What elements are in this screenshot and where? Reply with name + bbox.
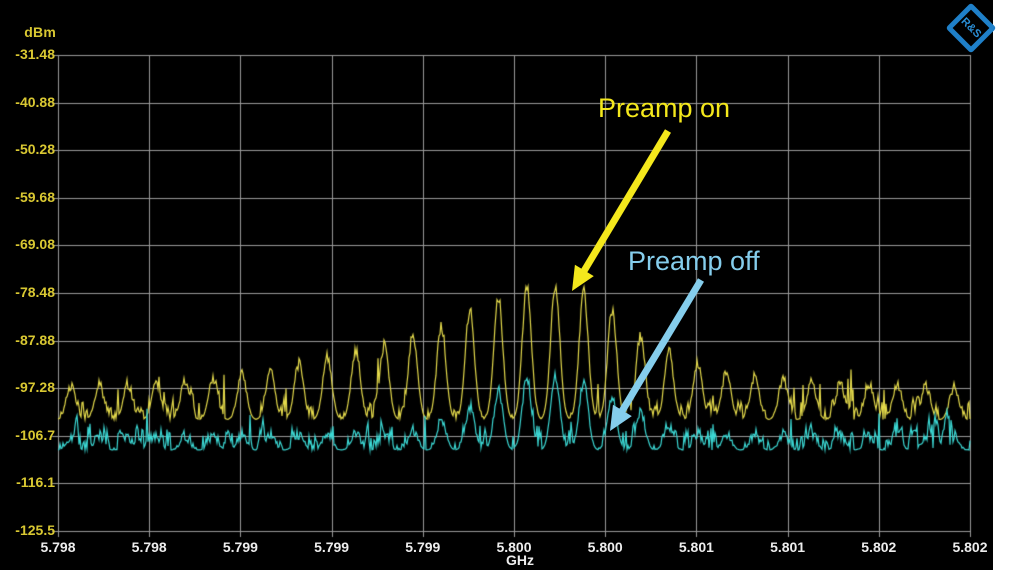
- y-tick-label: -106.7: [15, 426, 55, 443]
- y-tick-label: -50.28: [15, 141, 55, 158]
- x-tick-label: 5.802: [861, 539, 897, 555]
- y-tick-label: -40.88: [15, 93, 55, 110]
- y-tick-label: -87.88: [15, 331, 55, 348]
- y-tick-label: -116.1: [16, 474, 55, 491]
- x-tick-label: 5.800: [587, 539, 623, 555]
- x-axis-unit-label: GHz: [506, 552, 534, 568]
- x-tick-label: 5.798: [40, 539, 76, 555]
- y-tick-label: -59.68: [15, 188, 55, 205]
- y-tick-label: -125.5: [15, 522, 55, 538]
- x-tick-label: 5.800: [496, 539, 532, 555]
- x-tick-label: 5.801: [770, 539, 806, 555]
- y-tick-label: -78.48: [15, 284, 55, 300]
- y-axis-unit-label: dBm: [24, 24, 56, 40]
- spectrum-chart-canvas: [0, 0, 993, 570]
- y-tick-label: -69.08: [15, 236, 55, 253]
- preamp-on-annotation-label: Preamp on: [598, 93, 731, 123]
- y-tick-label: -31.48: [15, 46, 55, 62]
- x-tick-label: 5.798: [131, 539, 167, 555]
- y-tick-label: -97.28: [15, 379, 55, 396]
- x-tick-label: 5.799: [222, 539, 258, 555]
- x-tick-label: 5.801: [678, 539, 714, 555]
- spectrum-analyzer-screen: R&S dBm -31.48-40.88-50.28-59.68-69.08-7…: [0, 0, 997, 570]
- x-tick-label: 5.799: [314, 539, 350, 555]
- x-tick-label: 5.799: [405, 539, 441, 555]
- preamp-off-annotation-label: Preamp off: [628, 246, 760, 276]
- x-tick-label: 5.802: [952, 539, 988, 555]
